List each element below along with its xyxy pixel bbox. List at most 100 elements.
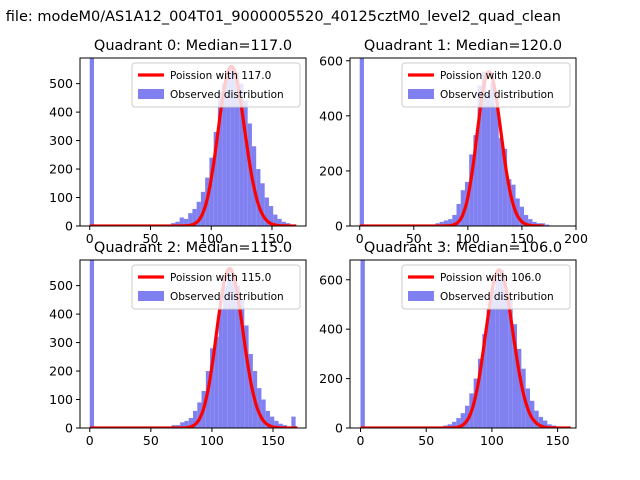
histogram-bar bbox=[188, 418, 193, 428]
histogram-bar bbox=[222, 83, 227, 226]
histogram-bar bbox=[477, 85, 482, 226]
histogram-bar bbox=[482, 334, 487, 428]
histogram-bar bbox=[218, 308, 223, 428]
poisson-curve bbox=[360, 268, 572, 428]
subplot-quadrant-0: Quadrant 0: Median=117.0 0 50 100 150 0 100 200… bbox=[49, 38, 307, 246]
histogram-bar bbox=[538, 416, 544, 428]
axes-frame bbox=[349, 259, 577, 429]
histogram-bar bbox=[481, 71, 487, 226]
histogram-bar bbox=[213, 132, 218, 226]
subplot-quadrant-1: Quadrant 1: Median=120.0 0 50 100 150 200 0 200… bbox=[319, 38, 588, 246]
histogram-bar bbox=[193, 410, 198, 428]
histogram-bar bbox=[222, 285, 228, 428]
histogram-bar bbox=[507, 179, 512, 226]
histogram-bar bbox=[188, 213, 193, 226]
histogram-bar bbox=[517, 348, 522, 428]
plot-area bbox=[360, 260, 572, 428]
y-tick-label: 100 bbox=[49, 190, 73, 205]
x-tick-label: 0 bbox=[86, 231, 94, 246]
histogram-bar bbox=[257, 388, 262, 428]
histogram-bar bbox=[534, 410, 539, 428]
y-tick-label: 200 bbox=[49, 364, 73, 379]
plot-area bbox=[89, 260, 298, 428]
x-tick-label: 0 bbox=[357, 433, 365, 448]
y-tick-label: 600 bbox=[319, 53, 343, 68]
subplot-title: Quadrant 1: Median=120.0 bbox=[364, 38, 562, 54]
subplot-quadrant-3: Quadrant 3: Median=106.0 0 50 100 150 0 200 400… bbox=[319, 240, 577, 448]
histogram-bar bbox=[227, 268, 232, 428]
histogram-bar bbox=[209, 157, 214, 226]
histogram-bar bbox=[447, 424, 452, 428]
histogram-bar bbox=[515, 198, 520, 226]
histogram-bar bbox=[196, 201, 201, 226]
legend-label: Poission with 117.0 bbox=[170, 70, 271, 82]
histogram-bar bbox=[443, 220, 449, 226]
histogram-bar bbox=[495, 279, 500, 428]
histogram-bar bbox=[469, 154, 474, 226]
x-tick-label: 100 bbox=[200, 433, 224, 448]
histogram-bar bbox=[247, 123, 252, 226]
y-tick-label: 0 bbox=[335, 219, 343, 234]
histogram-bar bbox=[508, 299, 513, 428]
x-tick-label: 150 bbox=[546, 433, 570, 448]
histogram-bar bbox=[523, 214, 529, 226]
legend-box bbox=[401, 264, 571, 310]
subplot-title: Quadrant 3: Median=106.0 bbox=[364, 240, 562, 256]
histogram-bar bbox=[184, 420, 189, 428]
histogram-bar bbox=[269, 416, 275, 428]
histogram-bar bbox=[473, 135, 478, 226]
legend-label: Poission with 106.0 bbox=[440, 272, 541, 284]
legend-box bbox=[131, 62, 301, 108]
histogram-bar bbox=[230, 66, 235, 226]
x-tick-label: 50 bbox=[143, 231, 159, 246]
y-tick-label: 400 bbox=[49, 307, 73, 322]
histogram-bar bbox=[543, 420, 548, 428]
subplot-title: Quadrant 0: Median=117.0 bbox=[94, 38, 292, 54]
histogram-bar bbox=[490, 289, 496, 428]
histogram-bar bbox=[274, 420, 279, 428]
histogram-bar bbox=[231, 279, 236, 428]
histogram-bar bbox=[235, 285, 241, 428]
y-tick-label: 300 bbox=[49, 133, 73, 148]
legend-label: Poission with 120.0 bbox=[440, 70, 541, 82]
histogram-bar bbox=[456, 203, 461, 226]
y-tick-label: 0 bbox=[335, 421, 343, 436]
y-tick-label: 200 bbox=[49, 162, 73, 177]
histogram-bar bbox=[512, 324, 518, 428]
histogram-bar bbox=[473, 378, 478, 428]
histogram-bar bbox=[439, 221, 444, 226]
subplot-title: Quadrant 2: Median=115.0 bbox=[94, 240, 292, 256]
legend: Poission with 106.0 Observed distribution bbox=[401, 264, 571, 310]
histogram-bar bbox=[192, 208, 197, 226]
legend-label: Observed distribution bbox=[170, 291, 284, 303]
histogram-bar bbox=[502, 148, 508, 226]
x-tick-label: 150 bbox=[510, 231, 534, 246]
histogram-bar bbox=[456, 418, 461, 428]
histogram-bar bbox=[268, 206, 274, 226]
histogram-bar bbox=[210, 348, 215, 428]
y-tick-label: 400 bbox=[319, 322, 343, 337]
histogram-bar bbox=[214, 336, 219, 428]
histogram-bar bbox=[498, 137, 503, 226]
histogram-bar bbox=[256, 169, 261, 226]
histogram-bar bbox=[261, 399, 266, 428]
legend-label: Observed distribution bbox=[440, 291, 554, 303]
y-tick-label: 500 bbox=[49, 76, 73, 91]
x-tick-label: 100 bbox=[456, 231, 480, 246]
legend-box bbox=[401, 62, 571, 108]
histogram-bar bbox=[452, 214, 457, 226]
x-tick-label: 0 bbox=[356, 231, 364, 246]
histogram-bar bbox=[359, 58, 364, 226]
histogram-bar bbox=[360, 260, 365, 428]
legend-patch-swatch bbox=[138, 89, 164, 99]
histogram-bar bbox=[197, 402, 202, 428]
histogram-bar bbox=[183, 218, 189, 226]
axes-frame bbox=[79, 259, 307, 429]
histogram-bar bbox=[234, 72, 240, 226]
histogram-bar bbox=[205, 371, 211, 428]
plot-area bbox=[89, 58, 297, 226]
y-tick-label: 400 bbox=[319, 108, 343, 123]
x-tick-label: 50 bbox=[418, 433, 434, 448]
legend: Poission with 117.0 Observed distribution bbox=[131, 62, 301, 108]
legend: Poission with 115.0 Observed distribution bbox=[131, 264, 301, 310]
